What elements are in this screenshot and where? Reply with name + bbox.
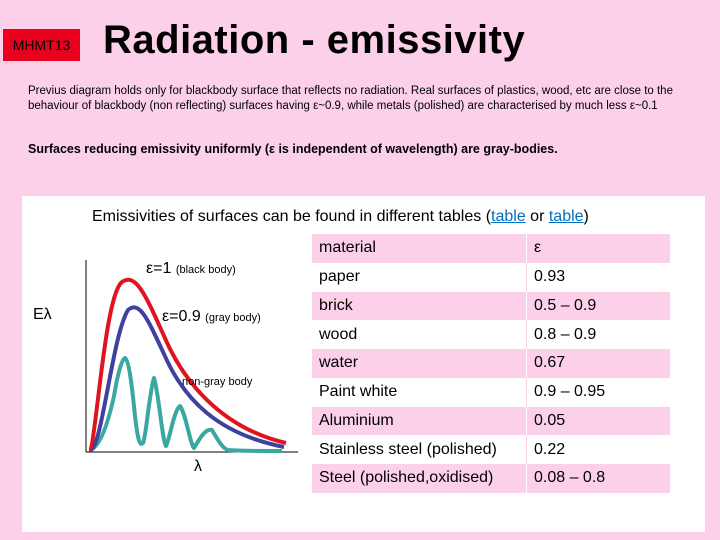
intro-text-2: ~0.9, while metals (polished) are charac… bbox=[318, 100, 630, 112]
gray-body-note: (gray body) bbox=[205, 312, 261, 324]
emissivity-cell: 0.5 – 0.9 bbox=[534, 296, 597, 314]
table-link-1[interactable]: table bbox=[491, 208, 526, 225]
black-body-curve bbox=[87, 277, 287, 452]
emissivity-diagram bbox=[85, 260, 298, 453]
material-cell: Paint white bbox=[312, 377, 527, 407]
gray-text-2: is independent of wavelength) are gray-b… bbox=[274, 142, 558, 156]
table-row: paper 0.93 bbox=[312, 262, 670, 292]
panel-title-or: or bbox=[525, 208, 549, 225]
material-cell: brick bbox=[312, 291, 527, 321]
table-row: Paint white 0.9 – 0.95 bbox=[312, 377, 670, 407]
black-body-label: ε=1 (black body) bbox=[146, 260, 236, 278]
table-row: Aluminium 0.05 bbox=[312, 406, 670, 436]
slide-badge: MHMT13 bbox=[3, 29, 80, 61]
emissivity-table: material ε paper 0.93 brick 0.5 – 0.9 wood… bbox=[312, 234, 670, 493]
table-row: water 0.67 bbox=[312, 349, 670, 378]
epsilon-symbol: ε bbox=[313, 100, 319, 112]
x-axis-label: λ bbox=[194, 458, 202, 475]
intro-text-3: ~0.1 bbox=[635, 100, 658, 112]
non-gray-body-label: non-gray body bbox=[182, 376, 253, 388]
gray-body-label: ε=0.9 (gray body) bbox=[162, 308, 261, 326]
emissivity-cell: 0.93 bbox=[534, 268, 566, 286]
table-row: wood 0.8 – 0.9 bbox=[312, 320, 670, 349]
header-material: material bbox=[312, 234, 527, 263]
material-cell: Stainless steel (polished) bbox=[312, 435, 527, 464]
emissivity-cell: 0.05 bbox=[534, 411, 566, 429]
epsilon-symbol: ε bbox=[629, 100, 635, 112]
gray-body-statement: Surfaces reducing emissivity uniformly (… bbox=[28, 142, 708, 156]
epsilon-symbol: ε bbox=[269, 142, 275, 156]
page-title: Radiation - emissivity bbox=[103, 18, 526, 62]
gray-body-curve bbox=[88, 305, 285, 452]
gray-body-eps: ε=0.9 bbox=[162, 308, 201, 325]
table-row: Steel (polished,oxidised) 0.08 – 0.8 bbox=[312, 464, 670, 493]
table-header-row: material ε bbox=[312, 234, 670, 263]
table-link-2[interactable]: table bbox=[548, 208, 584, 225]
material-cell: water bbox=[312, 349, 527, 378]
header-epsilon: ε bbox=[534, 239, 542, 257]
emissivity-cell: 0.8 – 0.9 bbox=[534, 325, 597, 343]
material-cell: Steel (polished,oxidised) bbox=[312, 464, 527, 493]
emissivity-cell: 0.9 – 0.95 bbox=[534, 383, 606, 401]
emissivity-cell: 0.67 bbox=[534, 354, 566, 372]
panel-title: Emissivities of surfaces can be found in… bbox=[92, 208, 589, 226]
panel-title-suffix: ) bbox=[583, 208, 589, 225]
emissivity-panel: Emissivities of surfaces can be found in… bbox=[22, 196, 705, 532]
table-row: brick 0.5 – 0.9 bbox=[312, 291, 670, 321]
material-cell: paper bbox=[312, 262, 527, 292]
material-cell: Aluminium bbox=[312, 406, 527, 436]
y-axis-label: Eλ bbox=[33, 306, 52, 323]
table-row: Stainless steel (polished) 0.22 bbox=[312, 435, 670, 464]
intro-text-1: Previus diagram holds only for blackbody… bbox=[28, 85, 673, 112]
intro-paragraph: Previus diagram holds only for blackbody… bbox=[28, 84, 698, 114]
black-body-note: (black body) bbox=[175, 264, 236, 276]
material-cell: wood bbox=[312, 320, 527, 349]
black-body-eps: ε=1 bbox=[146, 260, 172, 277]
emissivity-cell: 0.22 bbox=[534, 440, 566, 458]
non-gray-body-curve bbox=[89, 356, 283, 453]
gray-text-1: Surfaces reducing emissivity uniformly ( bbox=[28, 142, 270, 156]
emissivity-cell: 0.08 – 0.8 bbox=[534, 469, 606, 487]
panel-title-prefix: Emissivities of surfaces can be found in… bbox=[92, 208, 492, 225]
